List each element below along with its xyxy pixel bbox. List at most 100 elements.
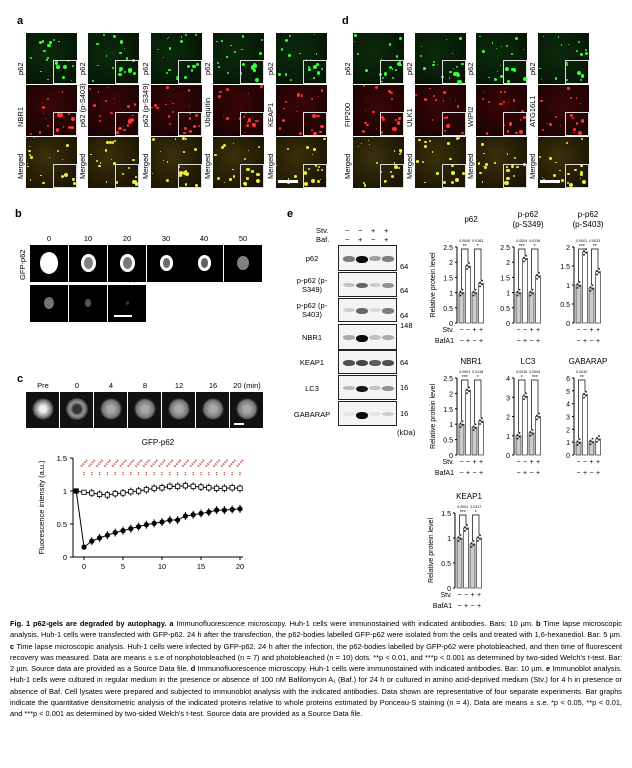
stv-sign: − (345, 226, 350, 235)
fluorescent-dot (449, 71, 452, 74)
x-tick-label: 20 (236, 562, 244, 571)
zoom-inset (502, 163, 527, 188)
significance-mark (220, 459, 229, 468)
fluorescent-dot (310, 128, 314, 132)
data-point (89, 490, 95, 496)
fluorescent-dot (449, 77, 451, 79)
fluorescent-dot (360, 142, 362, 144)
fluorescent-dot (559, 169, 561, 172)
data-point (596, 436, 598, 439)
data-point (120, 490, 126, 496)
zoom-inset (441, 111, 466, 136)
significance-mark (150, 459, 158, 468)
gfp-p62-row-label: GFP-p62 (18, 249, 27, 280)
y-tick-label: 2 (449, 391, 453, 398)
fluorescent-dot (67, 126, 71, 129)
data-point (229, 506, 235, 513)
fluorescent-dot (166, 37, 168, 40)
data-point (459, 422, 462, 425)
fluorescent-dot (379, 170, 383, 174)
molecular-weight-label: 64 (400, 311, 409, 320)
fluorescent-dot (506, 80, 510, 84)
fluorescent-dot (165, 72, 168, 75)
data-point (81, 489, 87, 495)
stv-sign: + (472, 327, 476, 334)
significance-mark (228, 459, 236, 468)
p62-body (237, 255, 249, 271)
data-point (477, 536, 479, 539)
fluorescent-dot (461, 171, 465, 175)
data-point (596, 273, 598, 276)
fluorescent-dot (398, 60, 401, 63)
bar (469, 543, 476, 589)
bar (515, 292, 522, 324)
fluorescent-dot (436, 63, 439, 66)
fluorescent-dot (39, 70, 42, 73)
fluorescent-dot (246, 121, 250, 124)
fluorescent-dot (48, 156, 51, 159)
p62-body (44, 297, 54, 309)
fluorescent-dot (184, 182, 188, 186)
fluorescent-dot (255, 179, 260, 184)
time-label: 40 (199, 234, 209, 243)
significance-bracket (591, 248, 599, 286)
p-value: 0.0136 (529, 239, 540, 243)
data-point (481, 421, 483, 424)
fluorescent-dot (109, 111, 113, 115)
fluorescent-dot (116, 131, 119, 134)
fluorescent-dot (30, 132, 33, 135)
fluorescent-dot (165, 103, 167, 106)
channel-label: WIPI2 (466, 106, 475, 127)
fluorescent-dot (538, 155, 542, 159)
fluorescent-dot (504, 180, 509, 186)
data-point (151, 485, 157, 491)
fluorescent-dot (71, 79, 73, 81)
baf-sign: − (589, 470, 593, 477)
fluorescent-dot (312, 113, 317, 119)
microscopy-image (26, 33, 77, 84)
y-tick-label: 0.5 (441, 561, 451, 568)
fluorescent-dot (496, 47, 498, 49)
fluorescent-dot (123, 47, 126, 50)
fluorescent-dot (399, 150, 402, 153)
y-tick-label: 1 (566, 283, 570, 290)
fluorescent-dot (169, 122, 172, 125)
y-tick-label: 2.5 (500, 245, 510, 252)
data-point (466, 524, 468, 527)
data-point (206, 509, 212, 515)
fluorescent-dot (459, 37, 462, 40)
fluorescent-dot (185, 172, 190, 177)
fluorescent-dot (109, 141, 113, 145)
fluorescent-dot (259, 85, 263, 88)
timelapse-frame (108, 285, 146, 322)
fluorescent-dot (29, 145, 31, 148)
data-point (578, 284, 581, 287)
scale-bar (114, 315, 132, 317)
fluorescent-dot (397, 122, 401, 126)
stv-sign: + (589, 459, 593, 466)
blot-row (338, 375, 397, 400)
fluorescent-dot (217, 95, 221, 99)
fluorescent-dot (381, 76, 385, 80)
data-point (585, 251, 587, 254)
fluorescent-dot (485, 131, 489, 135)
fluorescent-dot (289, 35, 292, 38)
blot-band (343, 411, 355, 416)
baf-sign: − (589, 338, 593, 345)
data-point (536, 418, 538, 421)
fluorescent-dot (287, 147, 290, 150)
y-axis-label: Fluorescence intensity (a.u.) (37, 460, 46, 555)
zoom-inset (441, 59, 466, 84)
fluorescent-dot (384, 180, 387, 183)
blot-row-label: p-p62 (p-S349) (296, 275, 328, 294)
x-tick-label: 0 (82, 562, 86, 571)
fluorescent-dot (297, 93, 301, 97)
zoom-inset (379, 111, 404, 136)
fluorescent-dot (248, 150, 250, 152)
baf-axis-label: BafA1 (433, 603, 452, 610)
caption-text: Time lapse microscopic analysis. Huh-1 c… (10, 619, 622, 640)
fluorescent-dot (395, 68, 398, 71)
fluorescent-dot (455, 65, 458, 69)
fluorescent-dot (241, 48, 243, 50)
